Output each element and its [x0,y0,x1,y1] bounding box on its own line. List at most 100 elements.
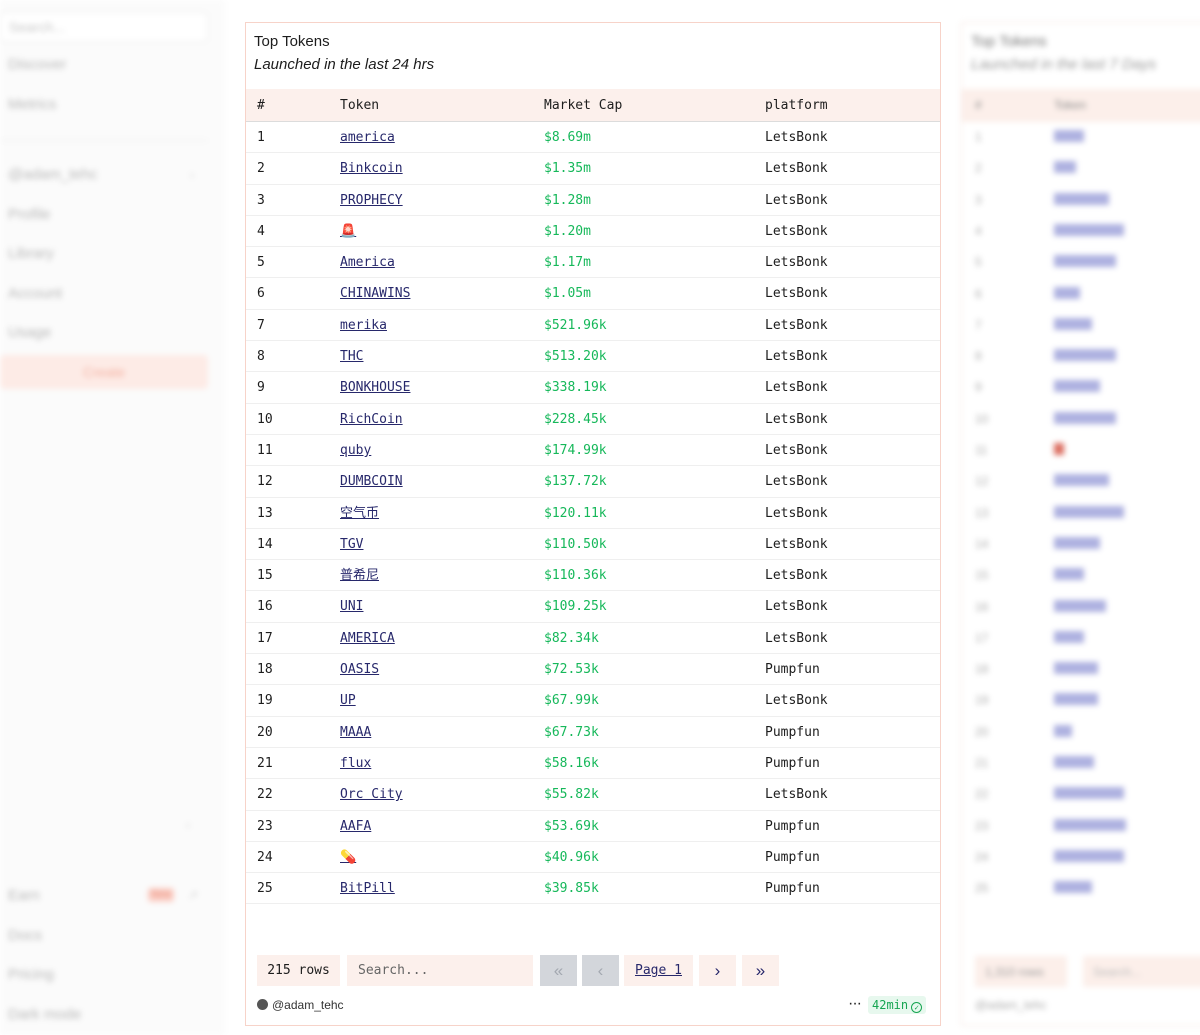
sidebar-item-username[interactable]: @adam_tehc [8,166,98,183]
author-link[interactable]: @adam_tehc [257,998,344,1012]
token-link[interactable]: 🚨 [340,223,357,239]
author-handle[interactable]: @adam_tehc [975,998,1047,1012]
token-link[interactable]: 普希尼 [340,568,380,584]
page-indicator[interactable]: Page 1 [624,955,693,986]
create-button[interactable]: Create [0,355,208,389]
market-cap-cell: $1.20m [544,223,591,239]
token-link[interactable] [1054,411,1116,424]
sidebar-item-usage[interactable]: Usage [8,324,52,341]
collapse-icon[interactable]: ‹ [186,818,190,832]
token-link[interactable] [1054,662,1098,675]
last-page-icon[interactable]: » [742,955,779,986]
top-tokens-7d-card: Top Tokens Launched in the last 7 Days #… [961,22,1200,1026]
column-header-token[interactable]: Token [340,98,380,113]
token-link[interactable] [1054,568,1084,581]
token-link[interactable]: RichCoin [340,411,403,427]
more-options-icon[interactable]: ··· [848,995,862,1012]
token-link[interactable]: AAFA [340,818,372,834]
column-header-token[interactable]: Token [1054,98,1087,112]
token-link[interactable]: flux [340,755,372,771]
token-link[interactable]: THC [340,349,364,365]
sidebar-item-metrics[interactable]: Metrics [8,96,57,113]
rank-cell: 7 [975,317,982,332]
token-link[interactable] [1054,443,1064,455]
rank-cell: 3 [257,192,265,208]
table-row: 18 OASIS $72.53k Pumpfun [246,654,940,686]
token-link[interactable] [1054,787,1124,800]
token-link[interactable]: Binkcoin [340,161,403,177]
sidebar: Search... Discover Metrics @adam_tehc › … [0,0,225,1035]
token-link[interactable] [1054,223,1124,236]
sidebar-item-account[interactable]: Account [8,285,63,302]
token-link[interactable] [1054,380,1100,393]
token-link[interactable] [1054,474,1109,487]
token-link[interactable] [1054,849,1124,862]
token-link[interactable]: DUMBCOIN [340,474,403,490]
top-tokens-24h-card: Top Tokens Launched in the last 24 hrs #… [245,22,941,1026]
platform-cell: LetsBonk [765,442,828,458]
first-page-icon[interactable]: « [540,955,577,986]
token-link[interactable]: TGV [340,536,364,552]
token-link[interactable] [1054,349,1116,362]
author-handle: @adam_tehc [272,998,344,1012]
platform-cell: LetsBonk [765,505,828,521]
token-link[interactable] [1054,317,1092,330]
expand-icon[interactable]: › [190,168,194,182]
token-link[interactable]: BitPill [340,881,395,897]
column-header-rank[interactable]: # [257,98,265,113]
sidebar-item-pricing[interactable]: Pricing [8,966,54,983]
token-link[interactable] [1054,130,1084,142]
sidebar-item-earn[interactable]: Earn [8,887,40,904]
token-link[interactable]: 💊 [340,849,357,865]
token-link[interactable] [1054,756,1094,768]
token-link[interactable] [1054,286,1080,299]
card-subtitle: Launched in the last 7 Days [971,56,1157,73]
token-link[interactable] [1054,599,1106,612]
table-row: 15 普希尼 $110.36k LetsBonk [246,560,940,592]
next-page-icon[interactable]: › [699,955,736,986]
token-link[interactable]: Orc City [340,787,403,803]
token-link[interactable]: quby [340,442,372,458]
token-link[interactable]: MAAA [340,724,372,740]
column-header-platform[interactable]: platform [765,98,828,113]
sidebar-item-discover[interactable]: Discover [8,56,67,73]
token-link[interactable]: merika [340,317,387,333]
table-row: 4 🚨 $1.20m LetsBonk [246,216,940,248]
token-link[interactable] [1054,818,1126,831]
token-link[interactable]: OASIS [340,662,380,678]
token-link[interactable]: UP [340,693,356,709]
previous-page-icon[interactable]: ‹ [582,955,619,986]
token-link[interactable]: UNI [340,599,364,615]
token-link[interactable] [1054,693,1098,706]
token-link[interactable]: AMERICA [340,630,395,646]
column-header-market-cap[interactable]: Market Cap [544,98,623,113]
token-link[interactable]: PROPHECY [340,192,403,208]
row-count: 1,310 rows [975,956,1067,987]
token-link[interactable] [1054,161,1076,174]
token-link[interactable] [1054,255,1116,268]
token-link[interactable] [1054,505,1124,518]
market-cap-cell: $1.35m [544,161,591,177]
market-cap-cell: $1.28m [544,192,591,208]
sidebar-item-docs[interactable]: Docs [8,927,43,944]
token-link[interactable]: 空气币 [340,505,380,521]
token-link[interactable] [1054,192,1109,205]
token-link[interactable]: BONKHOUSE [340,380,411,396]
sidebar-item-dark-mode[interactable]: Dark mode [8,1006,82,1023]
token-link[interactable]: CHINAWINS [340,286,411,302]
token-link[interactable] [1054,536,1100,549]
sidebar-search-input[interactable]: Search... [0,12,208,42]
token-link[interactable]: America [340,255,395,271]
column-header-rank[interactable]: # [975,98,982,112]
token-link[interactable]: america [340,130,395,145]
sidebar-item-library[interactable]: Library [8,245,54,262]
token-link[interactable] [1054,881,1092,894]
token-link[interactable] [1054,724,1072,737]
sidebar-item-profile[interactable]: Profile [8,206,51,223]
market-cap-cell: $110.50k [544,536,607,552]
table-search-input[interactable]: Search... [1083,956,1200,987]
rank-cell: 13 [975,505,989,520]
card-title: Top Tokens [971,33,1047,50]
token-link[interactable] [1054,630,1084,643]
table-search-input[interactable] [347,955,533,986]
